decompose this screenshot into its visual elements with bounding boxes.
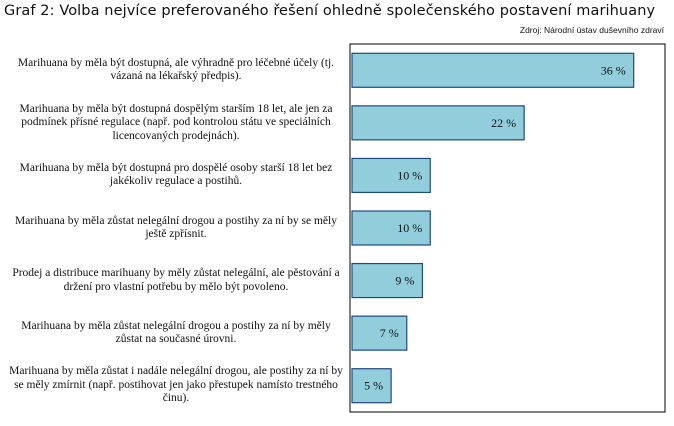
category-label: Marihuana by měla zůstat nelegální drogo… xyxy=(15,214,337,241)
bar xyxy=(351,315,408,351)
bar xyxy=(351,210,431,246)
category-label: Marihuana by měla být dostupná pro dospě… xyxy=(19,161,333,188)
data-label: 9 % xyxy=(395,274,414,288)
bar xyxy=(351,368,392,404)
plot-area xyxy=(349,43,666,413)
category-label: Marihuana by měla být dostupná dospělým … xyxy=(19,102,333,142)
data-label: 10 % xyxy=(397,168,422,182)
bar xyxy=(351,262,424,299)
chart-title: Graf 2: Volba nejvíce preferovaného řeše… xyxy=(4,3,656,19)
data-label: 36 % xyxy=(601,63,626,77)
category-label: Marihuana by měla zůstat i nadále nelegá… xyxy=(9,365,343,405)
bar xyxy=(351,52,635,88)
bar xyxy=(351,157,431,194)
category-label: Prodej a distribuce marihuany by měly zů… xyxy=(12,267,340,293)
data-label: 5 % xyxy=(364,379,383,393)
chart-source: Zdroj: Národní ústav duševního zdraví xyxy=(519,25,664,35)
category-label: Marihuana by měla zůstat nelegální drogo… xyxy=(21,319,331,346)
category-label: Marihuana by měla být dostupná, ale výhr… xyxy=(17,56,335,83)
bar xyxy=(351,105,525,141)
data-label: 7 % xyxy=(380,326,399,340)
data-label: 10 % xyxy=(397,221,422,235)
data-label: 22 % xyxy=(491,116,516,130)
